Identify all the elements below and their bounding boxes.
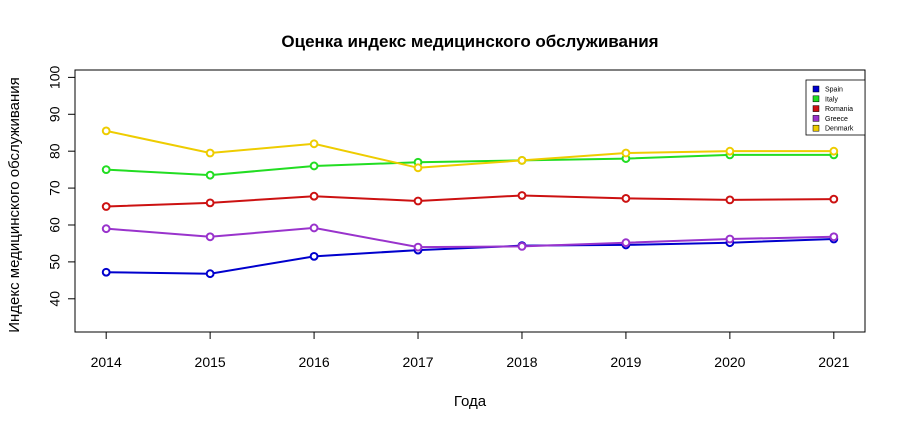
data-point (205, 232, 215, 242)
x-tick-label: 2020 (714, 354, 745, 370)
legend-swatch (812, 115, 820, 122)
y-tick-label: 50 (47, 254, 63, 270)
x-tick-label: 2019 (610, 354, 641, 370)
legend-label: Italy (825, 96, 838, 103)
data-point (101, 126, 111, 136)
data-point (829, 232, 839, 242)
data-point (101, 224, 111, 234)
data-point (413, 163, 423, 173)
series-line (106, 226, 834, 249)
y-axis: 40 50 60 70 80 90 100 (47, 65, 76, 307)
data-point (309, 251, 319, 261)
legend-label: Spain (825, 87, 843, 94)
data-point (621, 194, 631, 203)
data-point (309, 161, 319, 171)
legend-label: Denmark (825, 126, 854, 133)
y-tick-label: 90 (47, 106, 63, 122)
data-point (829, 194, 839, 204)
y-tick-label: 100 (47, 65, 63, 89)
y-axis-label: Индекс медицинского обслуживания (6, 77, 23, 333)
x-axis: 2014 2015 2016 2017 2018 2019 2020 2021 (91, 331, 850, 370)
data-point (101, 267, 111, 277)
chart-title: Оценка индекс медицинского обслуживания (281, 32, 658, 51)
data-point (829, 146, 839, 156)
legend-label: Greece (825, 116, 848, 123)
data-point (413, 196, 423, 206)
data-point (413, 242, 423, 252)
x-tick-label: 2014 (91, 354, 122, 370)
data-point (725, 234, 735, 244)
y-tick-label: 70 (47, 180, 63, 196)
data-point (725, 195, 735, 205)
legend-swatch (812, 95, 820, 103)
legend-label: Romania (825, 106, 853, 113)
data-point (517, 191, 527, 200)
y-tick-label: 80 (47, 143, 63, 159)
x-tick-label: 2017 (402, 354, 433, 370)
legend: Spain Italy Romania Greece Denmark (805, 79, 866, 136)
series-line (106, 194, 834, 208)
x-tick-label: 2018 (506, 354, 537, 370)
legend-swatch (812, 105, 820, 112)
y-tick-label: 60 (47, 217, 63, 233)
data-point (205, 170, 215, 180)
legend-swatch (812, 124, 820, 132)
data-point (309, 223, 319, 233)
data-point (517, 156, 527, 165)
plot-area-frame (74, 69, 866, 333)
data-point (309, 139, 319, 149)
data-point (309, 191, 319, 201)
x-tick-label: 2021 (818, 354, 849, 370)
data-point (725, 146, 735, 156)
x-tick-label: 2016 (299, 354, 330, 370)
data-point (205, 269, 215, 279)
series-line (106, 238, 834, 275)
data-point (205, 148, 215, 158)
data-point (101, 165, 111, 175)
data-point (621, 238, 631, 248)
series-layer (101, 126, 839, 279)
series-line (105, 129, 834, 169)
x-axis-label: Года (454, 393, 487, 410)
data-point (205, 198, 215, 208)
series-denmark (101, 126, 839, 173)
series-romania (101, 191, 839, 211)
x-tick-label: 2015 (195, 354, 226, 370)
legend-swatch (812, 85, 820, 93)
series-line (106, 153, 834, 177)
data-point (517, 241, 527, 251)
data-point (621, 148, 631, 158)
series-greece (101, 223, 839, 252)
data-point (101, 202, 111, 211)
y-tick-label: 40 (47, 291, 63, 307)
